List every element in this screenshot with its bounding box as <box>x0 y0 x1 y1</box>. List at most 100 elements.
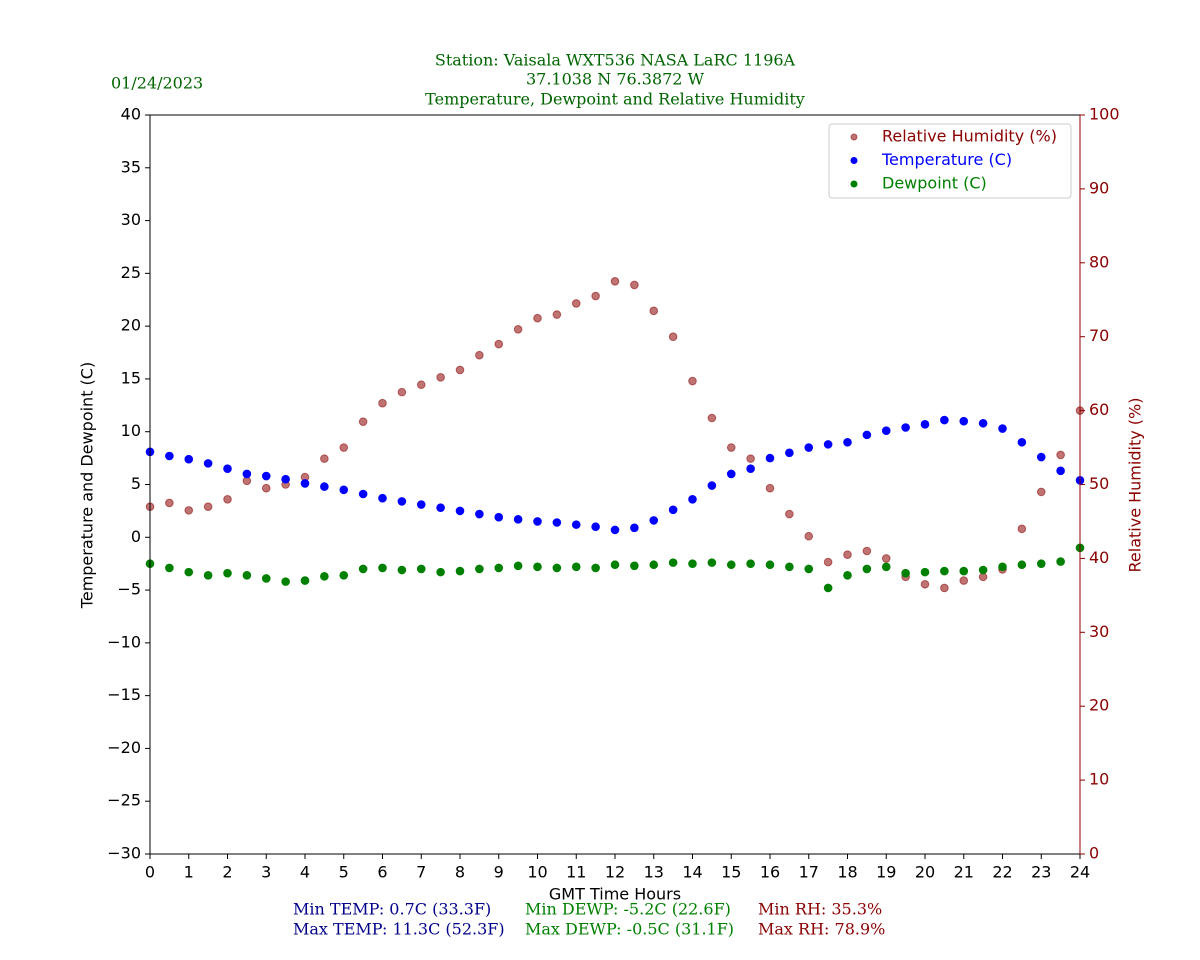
data-point <box>184 506 194 515</box>
y2-tick-label: 80 <box>1089 252 1109 271</box>
data-point <box>630 523 639 533</box>
data-point <box>746 464 755 473</box>
y-tick-label: 30 <box>121 210 141 229</box>
data-point <box>320 454 329 463</box>
data-point <box>1017 560 1027 570</box>
data-point <box>591 522 600 532</box>
stat-text: Min RH: 35.3% <box>758 900 882 919</box>
x-tick-label: 22 <box>992 863 1012 882</box>
data-point <box>1017 524 1027 534</box>
data-point <box>978 565 988 575</box>
data-point <box>223 494 232 504</box>
data-point <box>881 426 891 435</box>
data-point <box>804 443 814 452</box>
y-tick-label: −20 <box>107 738 141 757</box>
x-tick-label: 18 <box>837 863 857 882</box>
data-point <box>843 570 852 580</box>
data-point <box>165 563 174 573</box>
data-point <box>765 453 775 463</box>
y2-tick-label: 60 <box>1089 400 1109 419</box>
x-tick-label: 21 <box>954 863 974 882</box>
data-point <box>1017 437 1027 447</box>
data-point <box>746 454 755 463</box>
data-point <box>223 464 232 473</box>
data-point <box>320 482 329 491</box>
data-point <box>823 440 833 449</box>
y-tick-label: −30 <box>107 844 141 863</box>
data-point <box>494 512 504 522</box>
data-point <box>1056 450 1065 460</box>
x-tick-label: 5 <box>339 863 349 882</box>
data-point <box>1036 559 1046 568</box>
y2-tick-label: 50 <box>1089 474 1109 493</box>
data-point <box>610 560 620 570</box>
data-point <box>261 471 271 481</box>
x-tick-label: 23 <box>1031 863 1051 882</box>
data-point <box>785 509 794 519</box>
data-point <box>630 280 639 290</box>
data-point <box>513 515 523 524</box>
data-point <box>339 485 349 495</box>
y-tick-label: 10 <box>121 421 141 440</box>
data-point <box>378 563 387 573</box>
data-point <box>436 373 445 382</box>
data-point <box>920 579 930 589</box>
x-tick-label: 0 <box>145 863 155 882</box>
data-point <box>455 365 465 375</box>
data-point <box>165 451 174 461</box>
y-tick-label: −15 <box>107 685 141 704</box>
data-point <box>668 558 678 567</box>
data-point <box>940 566 949 576</box>
data-point <box>862 430 872 440</box>
data-point <box>765 483 775 493</box>
data-point <box>804 564 814 574</box>
legend-label: Dewpoint (C) <box>882 174 987 193</box>
data-point <box>358 489 368 499</box>
data-point <box>1056 557 1065 566</box>
data-point <box>436 503 445 513</box>
data-point <box>165 498 174 508</box>
chart-title: Temperature, Dewpoint and Relative Humid… <box>425 90 805 109</box>
data-point <box>649 560 659 570</box>
data-point <box>571 520 581 529</box>
data-point <box>726 469 736 479</box>
data-point <box>378 493 387 503</box>
x-tick-label: 3 <box>261 863 271 882</box>
data-point <box>998 424 1007 433</box>
data-point <box>397 565 407 575</box>
y-tick-label: −10 <box>107 632 141 651</box>
y-tick-label: 35 <box>121 157 141 176</box>
data-point <box>707 481 717 490</box>
y2-tick-label: 0 <box>1089 844 1099 863</box>
data-point <box>843 550 852 560</box>
x-tick-label: 1 <box>184 863 194 882</box>
data-point <box>475 564 484 574</box>
data-point <box>378 398 387 408</box>
data-point <box>552 310 562 319</box>
data-point <box>765 560 775 570</box>
data-point <box>959 416 969 426</box>
data-point <box>242 570 252 580</box>
data-point <box>261 483 271 493</box>
data-point <box>940 415 949 425</box>
data-point <box>455 506 465 516</box>
data-point <box>300 479 310 488</box>
data-point <box>707 413 717 423</box>
data-point <box>959 576 969 585</box>
data-point <box>475 350 484 360</box>
stat-text: Max TEMP: 11.3C (52.3F) <box>293 920 505 939</box>
data-point <box>901 568 910 578</box>
data-point <box>843 437 852 447</box>
x-tick-label: 17 <box>799 863 819 882</box>
stat-text: Min TEMP: 0.7C (33.3F) <box>293 900 491 919</box>
chart-title: Station: Vaisala WXT536 NASA LaRC 1196A <box>435 51 796 70</box>
data-point <box>649 516 659 525</box>
data-point <box>591 563 600 573</box>
data-point <box>475 509 484 519</box>
legend-label: Relative Humidity (%) <box>882 127 1057 146</box>
x-tick-label: 12 <box>605 863 625 882</box>
x-tick-label: 16 <box>760 863 780 882</box>
data-point <box>920 420 930 429</box>
data-point <box>649 306 659 316</box>
